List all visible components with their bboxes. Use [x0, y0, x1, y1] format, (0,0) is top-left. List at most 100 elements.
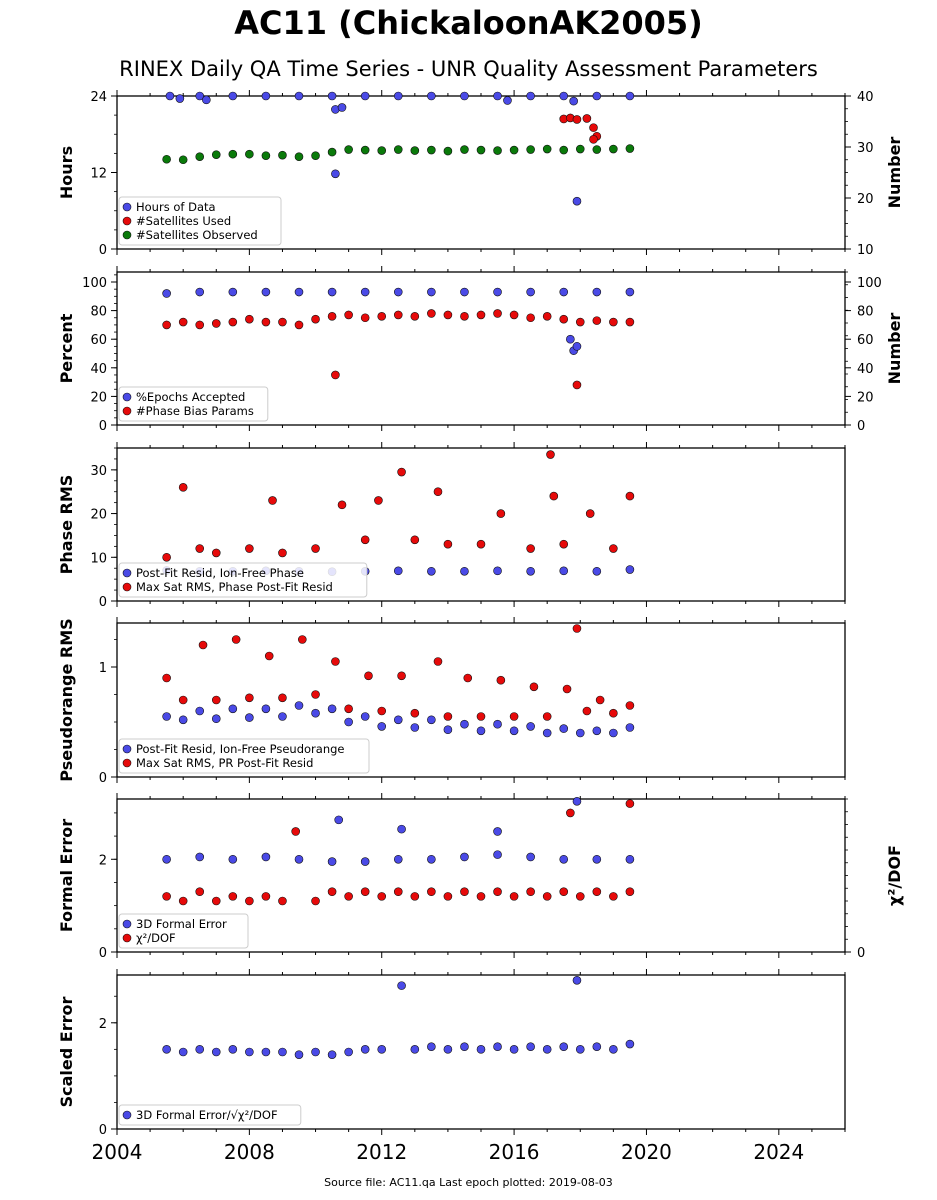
data-point	[572, 624, 582, 633]
data-point	[198, 640, 208, 650]
data-point	[228, 317, 238, 327]
data-point	[393, 854, 403, 864]
data-point	[493, 1042, 502, 1051]
data-point	[261, 892, 271, 901]
data-point	[592, 91, 602, 101]
data-point	[360, 91, 370, 101]
data-point	[331, 657, 340, 666]
y-axis-label: Formal Error	[57, 819, 76, 932]
data-point	[575, 317, 585, 327]
data-point	[559, 314, 569, 324]
y-tick-label: 60	[90, 333, 107, 348]
x-tick-label: 2024	[753, 1140, 804, 1164]
y-tick-label: 0	[99, 946, 107, 961]
y-tick-label: 0	[99, 595, 107, 610]
data-point	[344, 145, 353, 154]
data-point	[493, 850, 502, 859]
data-point	[460, 91, 469, 101]
legend-marker	[122, 568, 132, 578]
data-point	[559, 287, 569, 297]
data-point	[625, 491, 635, 501]
data-point	[476, 539, 486, 549]
data-point	[294, 152, 304, 161]
data-point	[165, 91, 175, 101]
legend-box	[118, 1104, 302, 1126]
figure-title: AC11 (ChickaloonAK2005)	[234, 4, 703, 42]
y-tick-label: 24	[90, 90, 107, 105]
data-point	[559, 854, 569, 864]
data-point	[261, 91, 271, 101]
data-point	[433, 487, 443, 497]
data-point	[228, 91, 238, 101]
data-point	[592, 566, 602, 576]
data-point	[195, 152, 205, 161]
data-point	[228, 704, 238, 714]
data-point	[433, 657, 443, 666]
y-right-tick-label: 80	[857, 305, 874, 320]
data-point	[228, 287, 238, 297]
data-point	[377, 706, 387, 716]
data-point	[397, 467, 406, 477]
data-point	[526, 544, 535, 553]
legend-label: Post-Fit Resid, Ion-Free Pseudorange	[136, 742, 344, 756]
legend-box	[118, 196, 282, 246]
data-point	[493, 309, 502, 318]
data-point	[261, 704, 271, 714]
y-tick-label: 0	[99, 771, 107, 786]
data-point	[360, 287, 370, 297]
data-point	[589, 123, 598, 132]
data-point	[542, 712, 552, 721]
data-point	[393, 566, 403, 576]
x-tick-label: 2012	[356, 1140, 407, 1164]
data-point	[195, 852, 205, 862]
panel-6: 0 2 Scaled Error 3D Formal Error/√χ²/DOF 200…	[57, 969, 846, 1164]
data-point	[162, 154, 171, 164]
data-point	[377, 892, 387, 901]
data-point	[178, 896, 188, 906]
data-point	[592, 316, 602, 325]
data-point	[294, 701, 304, 710]
data-point	[294, 320, 304, 330]
data-point	[427, 887, 436, 897]
data-point	[245, 149, 254, 159]
data-point	[526, 287, 535, 297]
data-point	[569, 96, 578, 106]
data-point	[278, 548, 287, 558]
data-point	[393, 91, 403, 101]
data-point	[344, 892, 353, 901]
data-point	[476, 712, 486, 721]
data-point	[493, 146, 502, 155]
data-point	[460, 887, 469, 897]
data-point	[294, 91, 304, 101]
data-point	[278, 693, 287, 703]
data-point	[427, 287, 436, 297]
data-point	[549, 491, 559, 501]
data-point	[493, 566, 502, 576]
data-point	[261, 1047, 271, 1057]
data-point	[443, 892, 453, 901]
data-point	[572, 115, 582, 124]
data-point	[211, 695, 221, 705]
x-tick-label: 2008	[224, 1140, 275, 1164]
data-point	[397, 824, 406, 834]
data-point	[377, 146, 387, 155]
data-point	[211, 714, 221, 724]
data-point	[509, 1045, 519, 1054]
data-point	[443, 1045, 453, 1054]
data-point	[327, 91, 337, 101]
data-point	[625, 287, 635, 297]
legend-label: %Epochs Accepted	[136, 390, 245, 404]
data-point	[526, 1042, 535, 1051]
data-point	[493, 287, 502, 297]
data-point	[195, 91, 205, 101]
y-tick-label: 80	[90, 305, 107, 320]
data-point	[195, 287, 205, 297]
y-tick-label: 100	[82, 276, 107, 291]
data-point	[202, 95, 211, 105]
data-point	[427, 854, 436, 864]
data-point	[311, 1047, 320, 1057]
x-tick-label: 2020	[621, 1140, 672, 1164]
legend-marker	[122, 744, 132, 754]
